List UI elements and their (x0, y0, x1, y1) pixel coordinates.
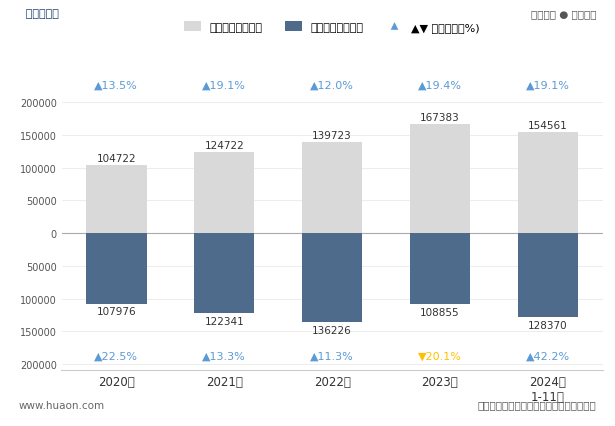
Bar (410, 233, 470, 305)
Text: ▲19.1%: ▲19.1% (526, 80, 570, 90)
Bar (518, 133, 578, 233)
Bar (518, 233, 578, 317)
Text: 128370: 128370 (528, 320, 568, 330)
Text: 136226: 136226 (312, 325, 352, 335)
Text: 专业严谨 ● 客观科学: 专业严谨 ● 客观科学 (531, 9, 597, 19)
Bar (86, 233, 146, 304)
Bar (194, 233, 255, 314)
Text: ▲11.3%: ▲11.3% (310, 351, 354, 361)
Text: www.huaon.com: www.huaon.com (18, 400, 105, 410)
Text: 数据来源：中国海关，华经产业研究院整理: 数据来源：中国海关，华经产业研究院整理 (478, 400, 597, 410)
Text: 104722: 104722 (97, 153, 136, 163)
Text: ▲22.5%: ▲22.5% (94, 351, 138, 361)
Text: 124722: 124722 (204, 140, 244, 150)
Text: 122341: 122341 (204, 316, 244, 326)
Text: ▼20.1%: ▼20.1% (418, 351, 462, 361)
Bar (302, 233, 362, 322)
Text: ▲42.2%: ▲42.2% (526, 351, 570, 361)
Text: 华经情报网: 华经情报网 (18, 9, 59, 19)
Text: 167383: 167383 (420, 112, 460, 122)
Text: 154561: 154561 (528, 121, 568, 131)
Text: 108855: 108855 (420, 307, 460, 317)
Text: ▲19.4%: ▲19.4% (418, 80, 462, 90)
Text: ▲19.1%: ▲19.1% (202, 80, 246, 90)
Legend: 出口额（万美元）, 进口额（万美元）, ▲▼ 同比增长（%): 出口额（万美元）, 进口额（万美元）, ▲▼ 同比增长（%) (180, 17, 485, 37)
Text: 2020-2024年11月呼和浩特市商品收发货人所在地进、出口额: 2020-2024年11月呼和浩特市商品收发货人所在地进、出口额 (12, 20, 317, 35)
Text: ▲13.3%: ▲13.3% (202, 351, 246, 361)
Text: 139723: 139723 (312, 130, 352, 141)
Text: ▲13.5%: ▲13.5% (95, 80, 138, 90)
Bar (410, 124, 470, 233)
Bar (194, 152, 255, 233)
Bar (86, 165, 146, 233)
Text: 107976: 107976 (97, 307, 136, 317)
Text: ▲12.0%: ▲12.0% (310, 80, 354, 90)
Bar (302, 142, 362, 233)
